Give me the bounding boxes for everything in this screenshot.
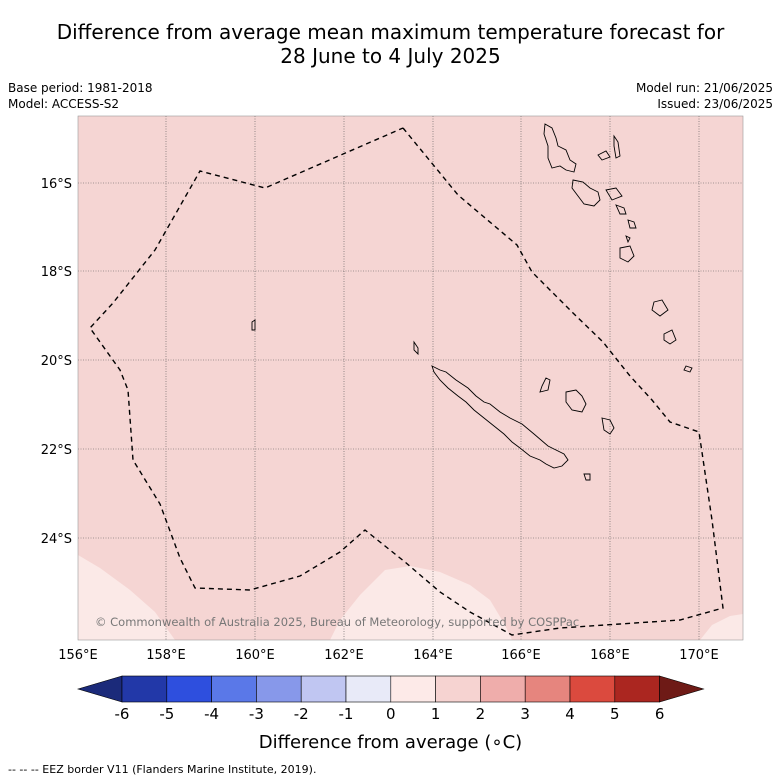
model-name: Model: ACCESS-S2: [8, 97, 120, 111]
lon-label: 164°E: [413, 648, 453, 663]
low-anomaly-area-southwest: [78, 555, 175, 640]
colorbar-tick-labels: -6 -5 -4 -3 -2 -1 0 1 2 3 4 5 6: [115, 705, 665, 723]
colorbar-tick: 3: [520, 705, 530, 723]
lon-label: 162°E: [324, 648, 364, 663]
page-title: Difference from average mean maximum tem…: [0, 20, 781, 68]
gridlines: [78, 116, 743, 640]
lon-label: 168°E: [590, 648, 630, 663]
new-caledonia-coastline: [431, 365, 569, 469]
colorbar-tick: -5: [159, 705, 174, 723]
colorbar-segment: [345, 675, 392, 703]
colorbar: [76, 675, 705, 703]
map-background: [78, 116, 743, 640]
longitude-labels: 156°E 158°E 160°E 162°E 164°E 166°E 168°…: [58, 648, 719, 663]
lon-label: 158°E: [146, 648, 186, 663]
colorbar-segment: [614, 675, 660, 703]
lon-label: 166°E: [501, 648, 541, 663]
colorbar-extend-low: [76, 675, 123, 703]
colorbar-segment: [390, 675, 436, 703]
lat-label: 24°S: [41, 532, 72, 547]
eez-footnote: -- -- -- EEZ border V11 (Flanders Marine…: [8, 763, 317, 776]
lat-label: 22°S: [41, 443, 72, 458]
vanuatu-coastline: [543, 123, 637, 263]
colorbar-segment: [569, 675, 616, 703]
lat-label: 16°S: [41, 177, 72, 192]
base-period: Base period: 1981-2018: [8, 81, 153, 95]
colorbar-segment: [121, 675, 168, 703]
belep-islands-coastline: [413, 340, 419, 356]
lat-label: 20°S: [41, 354, 72, 369]
loyalty-islands-coastline: [251, 299, 693, 481]
lat-label: 18°S: [41, 265, 72, 280]
colorbar-tick: -2: [294, 705, 309, 723]
title-line-2: 28 June to 4 July 2025: [280, 44, 501, 68]
colorbar-segment: [166, 675, 212, 703]
issued-date: Issued: 23/06/2025: [657, 97, 773, 111]
colorbar-segment: [524, 675, 571, 703]
colorbar-tick: 6: [655, 705, 665, 723]
colorbar-tick: 4: [565, 705, 575, 723]
model-run: Model run: 21/06/2025: [635, 81, 773, 95]
colorbar-segment: [211, 675, 257, 703]
colorbar-tick: 5: [610, 705, 620, 723]
colorbar-segment: [480, 675, 526, 703]
colorbar-tick: 0: [386, 705, 396, 723]
meta-right: Model run: 21/06/2025 Issued: 23/06/2025: [636, 80, 773, 112]
eez-border-line: [89, 127, 724, 636]
colorbar-tick: 2: [476, 705, 486, 723]
lon-label: 160°E: [235, 648, 275, 663]
colorbar-tick: -3: [249, 705, 264, 723]
colorbar-extend-high: [659, 675, 705, 703]
colorbar-label: Difference from average (∘C): [258, 732, 523, 753]
colorbar-tick: 1: [431, 705, 441, 723]
colorbar-segment: [256, 675, 302, 703]
latitude-labels: 16°S 18°S 20°S 22°S 24°S: [41, 177, 72, 547]
title-line-1: Difference from average mean maximum tem…: [56, 20, 725, 44]
map-area: © Commonwealth of Australia 2025, Bureau…: [78, 116, 743, 640]
low-anomaly-area-south: [330, 566, 512, 640]
colorbar-segment: [435, 675, 481, 703]
colorbar-tick: -1: [339, 705, 354, 723]
lon-label: 156°E: [58, 648, 98, 663]
low-anomaly-area-southeast: [700, 614, 743, 640]
colorbar-tick: -4: [204, 705, 219, 723]
copyright-notice: © Commonwealth of Australia 2025, Bureau…: [95, 615, 579, 629]
map-frame: [77, 115, 744, 641]
meta-left: Base period: 1981-2018 Model: ACCESS-S2: [8, 80, 153, 112]
lon-label: 170°E: [679, 648, 719, 663]
colorbar-segment: [300, 675, 347, 703]
colorbar-tick: -6: [115, 705, 130, 723]
